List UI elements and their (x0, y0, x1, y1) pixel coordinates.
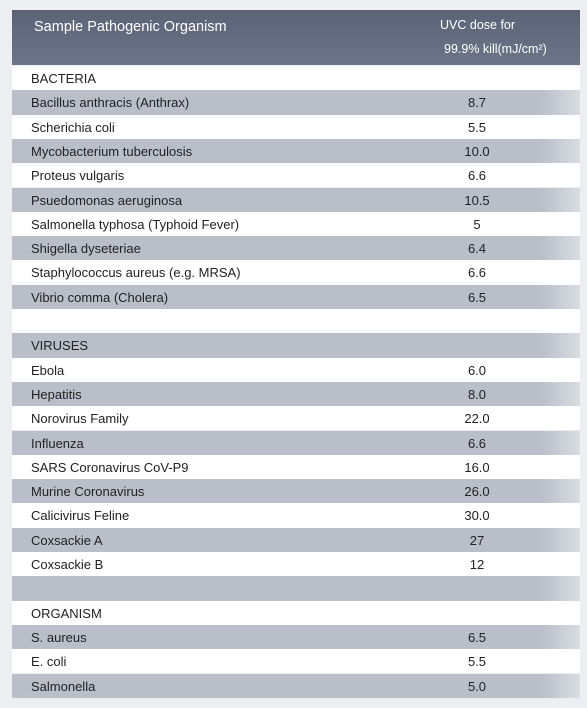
organism-name: Salmonella typhosa (Typhoid Fever) (31, 216, 240, 232)
organism-name: Vibrio comma (Cholera) (31, 289, 169, 305)
dose-value: 26.0 (464, 484, 490, 500)
organism-name: Norovirus Family (31, 411, 129, 427)
column-header: UVC dose for (440, 18, 516, 32)
organism-name: Mycobacterium tuberculosis (31, 143, 193, 159)
section-title: VIRUSES (31, 338, 89, 354)
table-row: Coxsackie A 27 (12, 527, 580, 552)
dose-value: 6.4 (467, 241, 487, 257)
section-row: VIRUSES (12, 333, 580, 358)
table-row: Scherichia coli 5.5 (12, 114, 580, 139)
section-row: ORGANISM (12, 600, 580, 625)
table-row: E. coli 5.5 (12, 649, 580, 674)
dose-value: 22.0 (464, 411, 490, 427)
organism-name: Murine Coronavirus (31, 484, 145, 500)
table-row: Bacillus anthracis (Anthrax) 8.7 (12, 90, 580, 115)
table-row: Vibrio comma (Cholera) 6.5 (12, 284, 580, 309)
dose-value: 12 (469, 557, 485, 572)
table-row: Salmonella typhosa (Typhoid Fever) 5 (12, 211, 580, 237)
table-row: S. aureus 6.5 (12, 624, 580, 650)
organism-name: Influenza (31, 435, 84, 451)
table-row: Influenza 6.6 (12, 430, 580, 455)
dose-value: 8.7 (467, 95, 487, 111)
organism-name: S. aureus (31, 629, 87, 645)
table-row: Ebola 6.0 (12, 357, 580, 382)
organism-name: Ebola (31, 362, 65, 378)
organism-name: E. coli (31, 654, 67, 670)
organism-name: Staphylococcus aureus (e.g. MRSA) (31, 265, 241, 281)
dose-value: 5.5 (467, 654, 487, 670)
spacer-row (12, 309, 580, 334)
table-row: SARS Coronavirus CoV-P9 16.0 (12, 454, 580, 480)
dose-value: 6.5 (467, 289, 487, 305)
section-title: ORGANISM (31, 605, 102, 621)
section-row: BACTERIA (12, 66, 580, 91)
table-row: Mycobacterium tuberculosis 10.0 (12, 138, 580, 164)
table-row: Hepatitis 8.0 (12, 381, 580, 407)
dose-value: 6.6 (467, 168, 487, 184)
spacer-row (12, 576, 580, 601)
organism-name: Shigella dyseteriae (31, 241, 141, 257)
table-header: Sample Pathogenic Organism UVC dose for … (12, 10, 580, 65)
dose-value: 10.0 (464, 143, 490, 159)
dose-value: 6.6 (467, 265, 487, 281)
dose-value: 30.0 (464, 508, 490, 524)
dose-value: 16.0 (464, 459, 490, 475)
organism-name: Coxsackie A (31, 532, 103, 548)
table-row: Shigella dyseteriae 6.4 (12, 236, 580, 261)
dose-value: 6.5 (467, 629, 487, 645)
organism-name: SARS Coronavirus CoV-P9 (31, 459, 189, 475)
dose-value: 6.6 (467, 435, 487, 451)
dose-value: 5.0 (467, 678, 487, 694)
column-header: Sample Pathogenic Organism (34, 19, 227, 35)
organism-name: Salmonella (31, 678, 96, 694)
table-row: Salmonella 5.0 (12, 673, 580, 698)
table-row: Psuedomonas aeruginosa 10.5 (12, 187, 580, 212)
table-row: Proteus vulgaris 6.6 (12, 163, 580, 188)
organism-name: Coxsackie B (31, 557, 104, 572)
dose-value: 10.5 (464, 192, 490, 208)
table-row: Coxsackie B 12 (12, 552, 580, 577)
dose-value: 6.0 (467, 362, 487, 378)
table-row: Calicivirus Feline 30.0 (12, 503, 580, 528)
organism-name: Bacillus anthracis (Anthrax) (31, 95, 190, 111)
column-header: 99.9% kill(mJ/cm²) (444, 42, 547, 56)
dose-value: 27 (469, 532, 485, 548)
table-row: Staphylococcus aureus (e.g. MRSA) 6.6 (12, 260, 580, 285)
organism-name: Hepatitis (31, 386, 82, 402)
organism-name: Psuedomonas aeruginosa (31, 192, 183, 208)
organism-name: Scherichia coli (31, 119, 115, 135)
organism-name: Proteus vulgaris (31, 168, 125, 184)
dose-value: 8.0 (467, 386, 487, 402)
table-row: Norovirus Family 22.0 (12, 406, 580, 431)
section-title: BACTERIA (31, 71, 97, 86)
table-row: Murine Coronavirus 26.0 (12, 479, 580, 504)
dose-value: 5.5 (467, 119, 487, 135)
organism-name: Calicivirus Feline (31, 508, 130, 524)
dose-value: 5 (473, 216, 481, 232)
